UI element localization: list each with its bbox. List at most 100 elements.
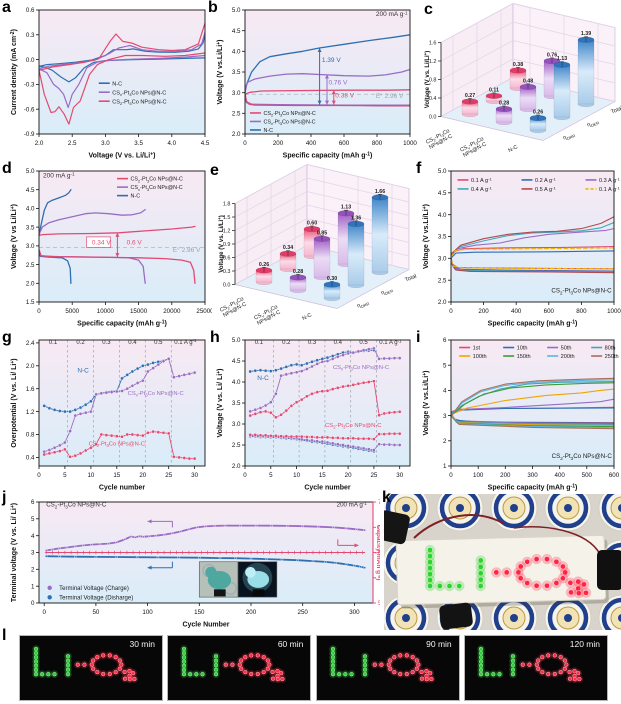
svg-text:ηORR​: ηORR​ — [562, 132, 576, 143]
svg-text:500: 500 — [582, 472, 593, 479]
svg-text:1.5: 1.5 — [223, 215, 231, 221]
series-group — [39, 22, 205, 125]
panel-label-e: e — [210, 162, 219, 179]
svg-text:CS2​-Pt3​CoNPs@N-C: CS2​-Pt3​CoNPs@N-C — [219, 296, 248, 319]
svg-text:2.0: 2.0 — [438, 299, 447, 306]
svg-text:50: 50 — [92, 609, 99, 616]
axes: 0 5 10 15 20 25 30 0.4 0.8 1.2 1.6 2.0 2.4 Cycle numb… — [10, 339, 206, 492]
svg-text:0.34 V: 0.34 V — [92, 239, 111, 246]
svg-text:30: 30 — [191, 472, 198, 479]
bars: 0.38 0.76 1.39 0.11 0.48 1.13 0.27 0.28 0.26 — [461, 31, 595, 133]
svg-text:CSv​-Pt3​Co NPs@N-C: CSv​-Pt3​Co NPs@N-C — [263, 120, 315, 127]
svg-text:800: 800 — [372, 140, 383, 147]
svg-text:0.34: 0.34 — [283, 245, 293, 251]
svg-text:0.60: 0.60 — [307, 221, 317, 227]
sticker — [490, 494, 538, 532]
svg-text:0.3: 0.3 — [308, 340, 317, 346]
svg-text:3.5: 3.5 — [134, 140, 143, 147]
svg-text:5: 5 — [269, 472, 273, 479]
svg-text:CS2​-Pt3​CoNPs@N-C: CS2​-Pt3​CoNPs@N-C — [425, 128, 454, 151]
svg-text:1.13: 1.13 — [557, 56, 567, 62]
svg-text:550: 550 — [378, 575, 380, 582]
inset-photos — [198, 561, 278, 598]
time-label: 120 min — [569, 639, 600, 649]
svg-text:2.0: 2.0 — [232, 131, 241, 138]
svg-text:15: 15 — [113, 472, 120, 479]
svg-text:650: 650 — [378, 525, 380, 532]
chart-e-overpotential-bars: 0.0 0.3 0.6 0.9 1.2 1.5 1.8 Voltage (V vs. Li/L… — [217, 163, 417, 327]
svg-text:600: 600 — [609, 472, 620, 479]
svg-text:1000: 1000 — [607, 308, 621, 315]
x-axis-label: Cycle number — [304, 485, 351, 492]
svg-text:CSv​-Pt3​CoNPs@N-C: CSv​-Pt3​CoNPs@N-C — [253, 304, 282, 327]
svg-text:200 mA g-1​: 200 mA g-1​ — [337, 501, 368, 509]
svg-text:CS2​-Pt3​Co NPs@N-C: CS2​-Pt3​Co NPs@N-C — [131, 177, 183, 184]
svg-text:1.2: 1.2 — [26, 409, 35, 416]
svg-text:3: 3 — [31, 550, 35, 557]
svg-text:4.5: 4.5 — [232, 28, 241, 35]
svg-text:0.1: 0.1 — [255, 340, 264, 346]
svg-text:4: 4 — [443, 388, 447, 395]
panel-label-a: a — [2, 0, 11, 16]
panel-label-h: h — [210, 329, 220, 346]
svg-text:5.0: 5.0 — [232, 7, 241, 14]
series-group — [451, 216, 614, 274]
svg-text:4: 4 — [31, 533, 35, 540]
svg-text:1.6: 1.6 — [26, 386, 35, 393]
y-axis: 0.0 0.4 0.8 1.2 1.6 Voltage (V vs. Li/Li+​) — [423, 41, 442, 121]
svg-text:0.9: 0.9 — [223, 242, 231, 248]
svg-text:0.3: 0.3 — [102, 340, 111, 346]
svg-text:0.8: 0.8 — [429, 78, 437, 84]
svg-text:0.4: 0.4 — [429, 96, 437, 102]
svg-text:0.76 V: 0.76 V — [329, 79, 348, 86]
svg-text:4.5: 4.5 — [232, 358, 241, 365]
axes: 0 200 400 600 800 1000 2.0 2.5 3.0 3.5 4.0 4.5 5.0 Sp… — [216, 7, 417, 159]
svg-text:0.85: 0.85 — [317, 230, 327, 236]
x-axis-label: Specific capacity (mAh g-1​) — [77, 319, 167, 327]
svg-text:10th: 10th — [517, 346, 528, 352]
svg-text:0: 0 — [31, 600, 35, 607]
svg-text:30: 30 — [396, 472, 403, 479]
svg-text:0.26: 0.26 — [259, 262, 269, 268]
svg-text:CSv​-Pt3​CoNPs@N-C: CSv​-Pt3​CoNPs@N-C — [459, 136, 488, 159]
svg-text:400: 400 — [555, 472, 566, 479]
svg-text:N-C: N-C — [257, 375, 269, 382]
led-display — [477, 645, 584, 683]
svg-text:0.4: 0.4 — [334, 340, 343, 346]
svg-text:4.0: 4.0 — [167, 140, 176, 147]
svg-text:ηORR​: ηORR​ — [356, 300, 370, 311]
svg-text:4.5: 4.5 — [438, 190, 447, 197]
svg-text:0.2 A g-1​: 0.2 A g-1​ — [535, 176, 556, 184]
y-axis-label: Voltage (V vs Li/Li+​) — [10, 204, 18, 269]
svg-text:E° 2.96 V: E° 2.96 V — [376, 92, 404, 100]
svg-text:0.1 A g-1​: 0.1 A g-1​ — [471, 176, 492, 184]
svg-text:200 mA g-1​: 200 mA g-1​ — [376, 10, 408, 18]
x-axis-label: Voltage (V vs. Li/Li+​) — [89, 151, 156, 159]
led-photo-frame: 90 min — [315, 635, 460, 701]
svg-text:0.48: 0.48 — [523, 78, 533, 84]
svg-text:0.6: 0.6 — [223, 256, 231, 262]
svg-text:CSv​-Pt3​Co NPs@N-C: CSv​-Pt3​Co NPs@N-C — [333, 365, 389, 372]
svg-text:0: 0 — [37, 308, 41, 315]
plot-background — [245, 10, 410, 134]
svg-text:0: 0 — [243, 140, 247, 147]
svg-text:E° 2.96 V: E° 2.96 V — [173, 246, 201, 254]
time-label: 30 min — [129, 639, 155, 649]
svg-text:0.5 A g-1​: 0.5 A g-1​ — [535, 185, 556, 193]
svg-text:10000: 10000 — [97, 308, 115, 315]
svg-text:2.5: 2.5 — [232, 111, 241, 118]
svg-text:N-C: N-C — [112, 81, 122, 87]
led-display — [180, 645, 287, 683]
panel-label-l: l — [2, 627, 7, 644]
svg-text:5.0: 5.0 — [232, 337, 241, 344]
svg-text:1.2: 1.2 — [429, 59, 437, 65]
svg-text:20000: 20000 — [163, 308, 181, 315]
annotations: 200 mA g-1​ E° 2.96 V 1.39 V 0.76 V 0.38 V — [317, 10, 408, 105]
series-group — [451, 377, 614, 430]
svg-text:CS2​-Pt3​Co NPs@N-C: CS2​-Pt3​Co NPs@N-C — [552, 453, 613, 461]
svg-text:0: 0 — [37, 472, 41, 479]
svg-text:1st: 1st — [473, 346, 481, 352]
svg-text:2.0: 2.0 — [26, 363, 35, 370]
svg-text:2.5: 2.5 — [232, 442, 241, 449]
